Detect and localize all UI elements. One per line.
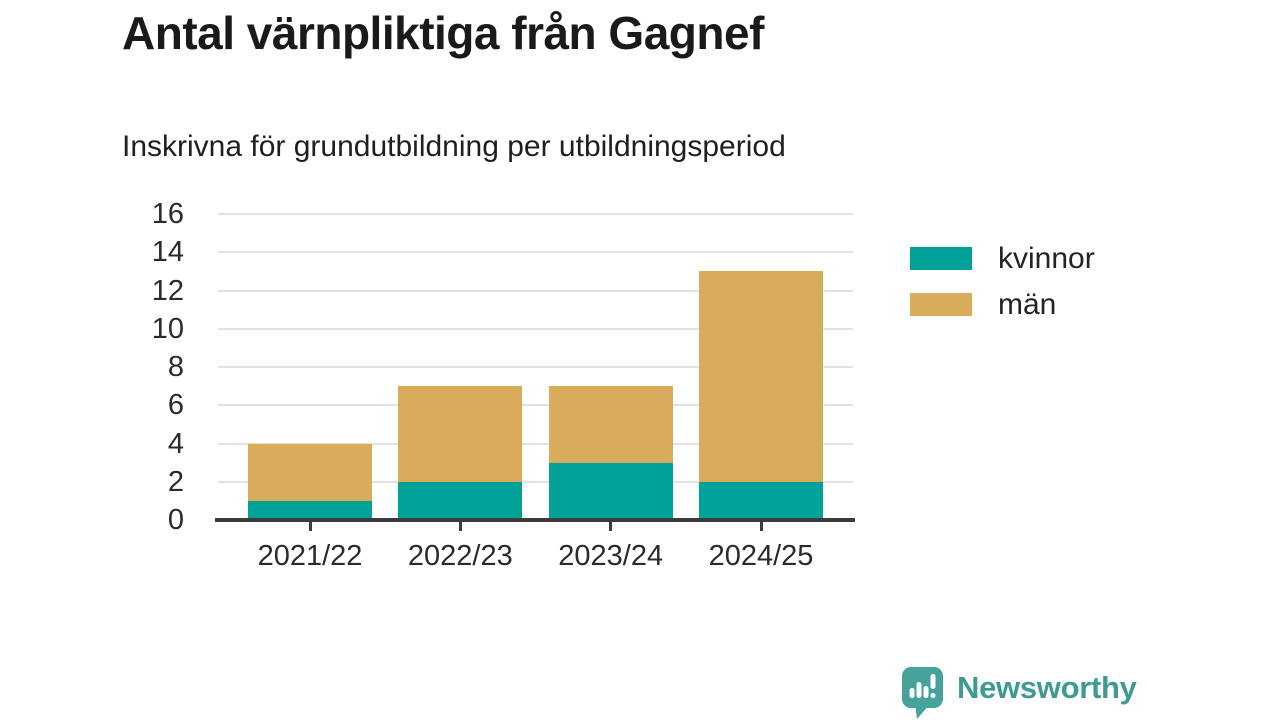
bar-segment-kvinnor-2022/23 — [398, 481, 523, 520]
chart-title: Antal värnpliktiga från Gagnef — [122, 7, 764, 59]
bar-segment-män-2021/22 — [248, 443, 372, 501]
y-tick-label-10: 10 — [151, 312, 184, 345]
legend-item-man: män — [910, 288, 1095, 321]
gridline-10 — [218, 327, 853, 330]
brand-name: Newsworthy — [957, 670, 1137, 705]
bar-segment-män-2023/24 — [548, 386, 673, 463]
y-tick-label-0: 0 — [167, 504, 184, 536]
y-tick-label-4: 4 — [167, 427, 184, 460]
brand-footer: Newsworthy — [902, 667, 1137, 720]
x-axis-tick — [609, 522, 613, 531]
legend-item-kvinnor: kvinnor — [910, 242, 1095, 275]
x-axis-tick — [458, 522, 462, 531]
gridline-4 — [218, 442, 853, 445]
y-tick-label-14: 14 — [151, 236, 184, 269]
y-axis: 0 2 4 6 8 10 12 14 16 — [100, 198, 200, 536]
y-tick-label-8: 8 — [167, 351, 184, 383]
legend-swatch-kvinnor — [910, 247, 972, 270]
gridline-12 — [218, 289, 853, 292]
y-tick-label-2: 2 — [167, 465, 184, 498]
gridline-2 — [218, 480, 853, 483]
legend-swatch-man — [910, 293, 972, 316]
gridline-8 — [218, 366, 853, 368]
plot-area — [215, 213, 855, 531]
legend-label-kvinnor: kvinnor — [998, 242, 1095, 275]
bar-segment-kvinnor-2021/22 — [248, 500, 372, 520]
newsworthy-logo-icon — [902, 667, 943, 719]
x-axis-tick — [759, 522, 763, 531]
legend-label-man: män — [998, 288, 1057, 321]
y-tick-label-6: 6 — [167, 389, 184, 422]
x-tick-label-2023/24: 2023/24 — [558, 540, 664, 572]
gridline-14 — [218, 251, 853, 254]
x-tick-label-2024/25: 2024/25 — [708, 540, 814, 572]
chart-subtitle: Inskrivna för grundutbildning per utbild… — [122, 130, 786, 163]
legend: kvinnor män — [910, 242, 1095, 321]
y-tick-label-12: 12 — [151, 274, 184, 307]
gridline-6 — [218, 404, 853, 407]
bar-segment-män-2022/23 — [398, 386, 523, 482]
x-tick-label-2022/23: 2022/23 — [407, 540, 513, 572]
x-tick-label-2021/22: 2021/22 — [257, 540, 363, 572]
bar-segment-kvinnor-2023/24 — [548, 462, 673, 520]
bar-segment-kvinnor-2024/25 — [699, 481, 823, 520]
bar-segment-män-2024/25 — [699, 271, 823, 482]
x-axis-tick — [308, 522, 312, 531]
x-axis-line — [215, 518, 855, 522]
x-axis-labels: 2021/22 2022/23 2023/24 2024/25 — [0, 540, 1280, 580]
gridline-16 — [218, 213, 853, 215]
y-tick-label-16: 16 — [151, 198, 184, 230]
